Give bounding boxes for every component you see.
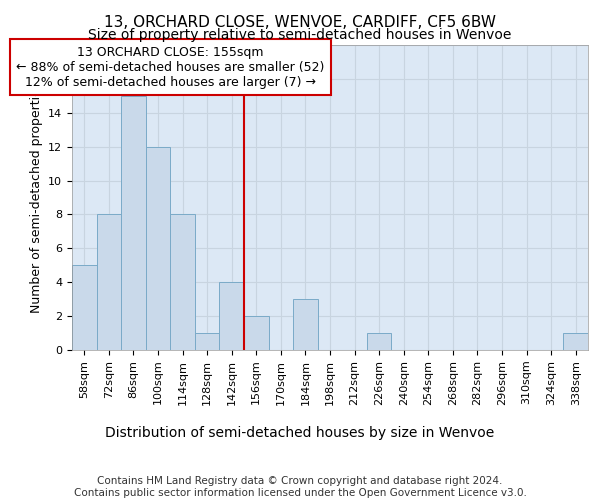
Bar bbox=[244, 316, 269, 350]
Bar bbox=[97, 214, 121, 350]
Bar bbox=[563, 333, 588, 350]
Y-axis label: Number of semi-detached properties: Number of semi-detached properties bbox=[29, 82, 43, 313]
Text: Contains HM Land Registry data © Crown copyright and database right 2024.
Contai: Contains HM Land Registry data © Crown c… bbox=[74, 476, 526, 498]
Bar bbox=[293, 299, 318, 350]
Bar bbox=[72, 266, 97, 350]
Bar bbox=[146, 146, 170, 350]
Bar bbox=[170, 214, 195, 350]
Text: 13, ORCHARD CLOSE, WENVOE, CARDIFF, CF5 6BW: 13, ORCHARD CLOSE, WENVOE, CARDIFF, CF5 … bbox=[104, 15, 496, 30]
Text: Size of property relative to semi-detached houses in Wenvoe: Size of property relative to semi-detach… bbox=[88, 28, 512, 42]
Text: 13 ORCHARD CLOSE: 155sqm
← 88% of semi-detached houses are smaller (52)
12% of s: 13 ORCHARD CLOSE: 155sqm ← 88% of semi-d… bbox=[16, 46, 325, 88]
Text: Distribution of semi-detached houses by size in Wenvoe: Distribution of semi-detached houses by … bbox=[106, 426, 494, 440]
Bar bbox=[367, 333, 391, 350]
Bar bbox=[121, 96, 146, 350]
Bar bbox=[195, 333, 220, 350]
Bar bbox=[220, 282, 244, 350]
